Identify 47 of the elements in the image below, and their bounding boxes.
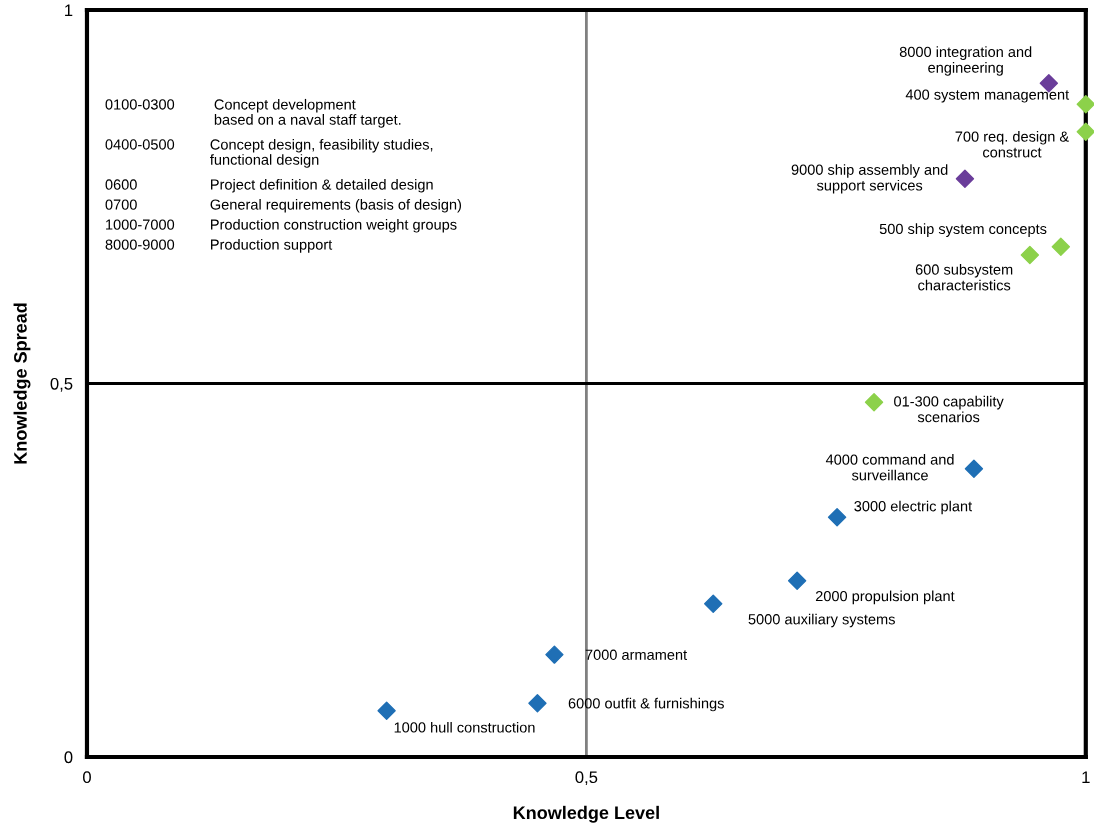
point: [1051, 237, 1071, 257]
y-tick-label: 0,5: [50, 377, 73, 392]
annotation: Project definition & detailed design: [211, 178, 433, 193]
point: [864, 392, 884, 412]
point: [787, 571, 807, 590]
annotation: 1000 hull construction: [394, 721, 535, 733]
annotation: 3000 electric plant: [854, 500, 973, 515]
point: [827, 507, 847, 527]
annotation: 0600: [105, 179, 137, 190]
y-tick-label: 1: [65, 4, 73, 17]
point: [964, 459, 984, 478]
x-tick-label: 0: [82, 771, 91, 784]
annotation: Concept design, feasibility studies, functional design: [210, 138, 433, 168]
annotation: 01-300 capability scenarios: [894, 395, 1004, 423]
point: [545, 645, 564, 664]
annotation: 1000-7000: [106, 219, 175, 230]
annotation: 2000 propulsion plant: [815, 590, 955, 605]
annotation: General requirements (basis of design): [210, 199, 462, 213]
point: [955, 169, 975, 189]
annotation: 600 subsystem characteristics: [915, 263, 1013, 291]
point: [1020, 245, 1040, 265]
x-tick-label: 1: [1082, 771, 1090, 783]
annotation: 500 ship system concepts: [879, 223, 1047, 237]
annotation: 700 req. design & construct: [955, 131, 1069, 158]
annotation: 9000 ship assembly and support services: [791, 164, 948, 194]
annotation: 0700: [105, 199, 137, 210]
annotation: 7000 armament: [585, 649, 688, 660]
annotation: 8000-9000: [105, 239, 175, 250]
point: [1076, 122, 1094, 141]
annotation: 4000 command and surveillance: [825, 453, 954, 481]
x-tick-label: 0,5: [575, 771, 598, 786]
annotation: 6000 outfit & furnishings: [568, 697, 724, 712]
y-tick-label: 0: [64, 751, 73, 764]
point: [704, 594, 723, 614]
annotation: 0400-0500: [105, 139, 175, 150]
annotation: 5000 auxiliary systems: [748, 613, 895, 628]
point: [377, 701, 396, 720]
y-axis-title: Knowledge Spread: [13, 303, 31, 464]
annotation: Production construction weight groups: [211, 219, 457, 233]
point: [1076, 94, 1094, 114]
point: [528, 693, 547, 713]
annotation: 0100-0300: [105, 99, 175, 110]
annotation: 8000 integration and engineering: [899, 46, 1032, 76]
annotation: Production support: [211, 239, 333, 253]
x-axis-title: Knowledge Level: [513, 805, 659, 823]
annotation: 400 system management: [905, 89, 1070, 103]
annotation: Concept development based on a naval staff target.: [214, 98, 401, 128]
